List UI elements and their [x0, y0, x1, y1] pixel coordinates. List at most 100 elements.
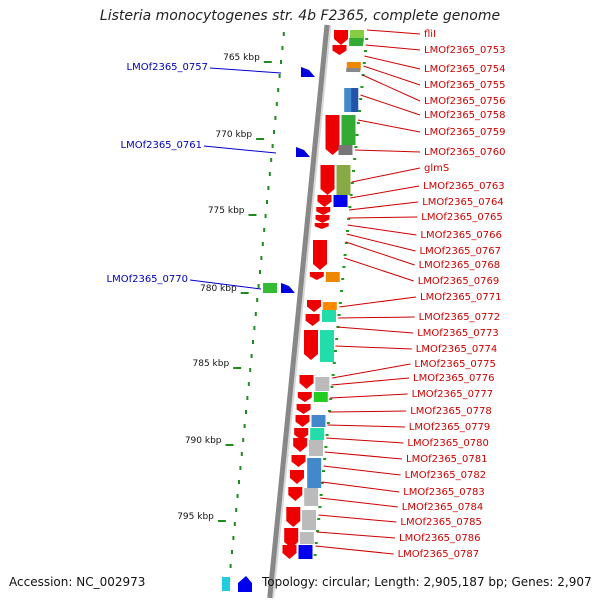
gene-label[interactable]: LMOf2365_0769 [418, 276, 500, 287]
gene-label[interactable]: LMOf2365_0780 [407, 438, 489, 449]
cds-arrow [307, 300, 321, 312]
gene-connector [357, 119, 421, 133]
gene-label[interactable]: LMOf2365_0766 [420, 230, 502, 241]
feature-label[interactable]: LMOf2365_0761 [121, 140, 203, 151]
tick-dot [247, 382, 250, 386]
gene-label[interactable]: LMOf2365_0758 [424, 110, 506, 121]
gene-label[interactable]: LMOf2365_0787 [398, 549, 480, 560]
gene-label[interactable]: LMOf2365_0760 [424, 147, 506, 158]
gene-connector [344, 257, 414, 282]
gene-label[interactable]: LMOf2365_0754 [424, 64, 506, 75]
tick-dot [235, 508, 238, 512]
gene-connector [364, 55, 421, 70]
gene-label[interactable]: fliI [424, 29, 436, 40]
cds-arrow [304, 330, 318, 360]
gene-label[interactable]: LMOf2365_0775 [414, 359, 496, 370]
gene-block [346, 68, 361, 72]
gene-tick-dot [359, 98, 363, 100]
cds-arrow [294, 428, 309, 440]
gene-tick-dot [364, 50, 367, 52]
gene-label[interactable]: LMOf2365_0784 [402, 502, 484, 513]
gene-block [311, 415, 326, 427]
gene-tick-dot [330, 386, 334, 388]
gene-label[interactable]: LMOf2365_0768 [419, 260, 501, 271]
cds-arrow [284, 528, 299, 548]
gene-tick-dot [346, 230, 349, 232]
kbp-tick-label: 765 kbp [223, 53, 260, 63]
gene-tick-dot [334, 350, 337, 352]
gene-label[interactable]: LMOf2365_0756 [424, 96, 506, 107]
tick-dot [245, 410, 247, 414]
gene-connector [339, 296, 417, 308]
tick-dot [231, 550, 233, 554]
gene-label[interactable]: LMOf2365_0771 [420, 292, 502, 303]
gene-label[interactable]: LMOf2365_0763 [423, 181, 505, 192]
gene-tick-dot [341, 278, 345, 280]
gene-block [336, 165, 351, 195]
gene-connector [315, 545, 394, 555]
gene-label[interactable]: LMOf2365_0767 [420, 246, 502, 257]
gene-label[interactable]: LMOf2365_0786 [399, 533, 481, 544]
tick-dot [256, 298, 259, 302]
gene-label[interactable]: LMOf2365_0781 [406, 454, 488, 465]
gene-label[interactable]: LMOf2365_0776 [413, 373, 495, 384]
gene-connector [326, 437, 404, 444]
tick-dot [253, 326, 256, 330]
tick-dot [242, 438, 245, 442]
kbp-tick-label: 790 kbp [185, 436, 222, 446]
gene-label[interactable]: LMOf2365_0764 [422, 197, 504, 208]
tick-dot [281, 46, 284, 50]
tick-dot [274, 116, 277, 120]
cds-arrow [313, 240, 327, 270]
gene-tick-dot [328, 410, 331, 412]
gene-block [351, 88, 359, 112]
tick-dot [249, 368, 252, 372]
gene-label[interactable]: LMOf2365_0759 [424, 127, 506, 138]
gene-tick-dot [354, 146, 358, 148]
cds-arrow [288, 487, 303, 501]
gene-tick-dot [365, 38, 369, 40]
gene-label[interactable]: LMOf2365_0777 [412, 389, 494, 400]
tick-dot [280, 60, 282, 64]
gene-label[interactable]: LMOf2365_0774 [416, 344, 498, 355]
gene-label[interactable]: LMOf2365_0772 [419, 312, 501, 323]
topology-label: Topology: circular; Length: 2,905,187 bp… [262, 575, 592, 589]
gene-tick-dot [355, 134, 359, 136]
gene-block [346, 62, 361, 70]
tick-dot [232, 536, 235, 540]
gene-label[interactable]: LMOf2365_0773 [417, 328, 499, 339]
gene-connector [365, 44, 421, 51]
gene-label[interactable]: LMOf2365_0753 [424, 45, 506, 56]
gene-tick-dot [326, 422, 330, 424]
tick-dot [254, 312, 257, 316]
gene-block [333, 195, 348, 207]
gene-tick-dot [324, 446, 328, 448]
gene-label[interactable]: LMOf2365_0785 [400, 517, 482, 528]
tick-dot [267, 186, 270, 190]
feature-label[interactable]: LMOf2365_0770 [107, 274, 189, 285]
tick-dot [252, 340, 254, 344]
gene-label[interactable]: LMOf2365_0755 [424, 80, 506, 91]
gene-tick-dot [337, 314, 341, 316]
gene-label[interactable]: glmS [424, 163, 449, 174]
tick-dot [257, 284, 260, 288]
gene-connector [348, 201, 419, 211]
kbp-tick-label: 770 kbp [215, 130, 252, 140]
tick-dot [240, 452, 243, 456]
gene-tick-dot [360, 86, 364, 88]
gene-label[interactable]: LMOf2365_0778 [410, 406, 492, 417]
gene-connector [318, 514, 397, 523]
gene-label[interactable]: LMOf2365_0765 [421, 212, 503, 223]
gene-block [349, 38, 364, 46]
gene-tick-dot [343, 254, 347, 256]
tick-dot [238, 480, 240, 484]
gene-label[interactable]: LMOf2365_0779 [409, 422, 491, 433]
gene-label[interactable]: LMOf2365_0782 [405, 470, 487, 481]
gene-connector [362, 74, 421, 102]
gene-label[interactable]: LMOf2365_0783 [403, 487, 485, 498]
gene-tick-dot [317, 518, 321, 520]
feature-label[interactable]: LMOf2365_0757 [127, 62, 209, 73]
gene-tick-dot [358, 110, 361, 112]
cds-arrow [282, 545, 297, 559]
